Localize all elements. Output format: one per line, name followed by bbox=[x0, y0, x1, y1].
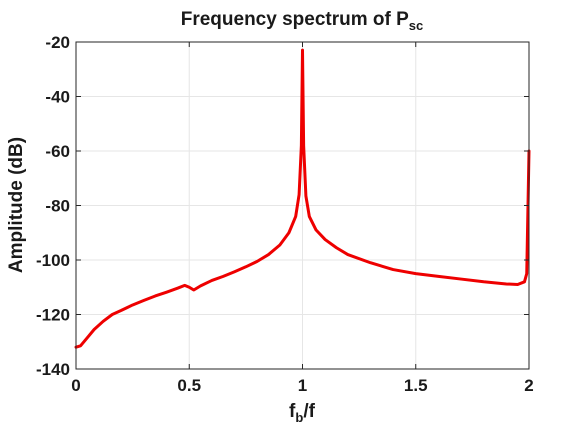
x-tick-label: 1.5 bbox=[404, 376, 428, 395]
y-tick-label: -100 bbox=[36, 251, 70, 270]
ticks: 0 0.5 1 1.5 2 -140 -120 -100 -80 -60 -40 -20 bbox=[36, 33, 534, 395]
x-tick-label: 0 bbox=[71, 376, 80, 395]
spectrum-series-line bbox=[74, 48, 531, 349]
chart-title-subscript: sc bbox=[409, 18, 423, 33]
y-tick-label: -60 bbox=[45, 142, 70, 161]
x-tick-label: 0.5 bbox=[177, 376, 201, 395]
y-tick-label: -20 bbox=[45, 33, 70, 52]
y-tick-label: -140 bbox=[36, 360, 70, 379]
x-tick-label: 2 bbox=[524, 376, 533, 395]
chart-title: Frequency spectrum of Psc bbox=[181, 9, 424, 33]
x-tick-label: 1 bbox=[298, 376, 307, 395]
x-axis-label-subscript: b bbox=[295, 410, 303, 425]
y-axis-label: Amplitude (dB) bbox=[6, 137, 27, 273]
y-tick-label: -80 bbox=[45, 197, 70, 216]
x-axis-label: fb/f bbox=[289, 401, 316, 425]
series-layer bbox=[74, 48, 531, 349]
y-tick-label: -40 bbox=[45, 88, 70, 107]
y-tick-label: -120 bbox=[36, 306, 70, 325]
